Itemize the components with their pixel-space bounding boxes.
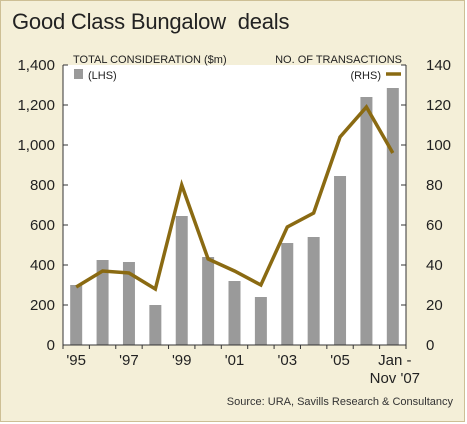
left-tick-label: 800	[30, 177, 55, 194]
bar-2004	[307, 237, 320, 345]
right-tick-label: 20	[426, 297, 443, 314]
legend-right-sub: (RHS)	[350, 70, 381, 82]
left-tick-label: 400	[30, 257, 55, 274]
right-tick-label: 140	[426, 57, 451, 74]
bar-2005	[334, 176, 347, 345]
left-axis: 0 200 400 600 800 1,000 1,200 1,400	[17, 57, 68, 354]
bar-1998	[149, 305, 162, 345]
bar-1996	[96, 260, 109, 345]
right-tick-label: 60	[426, 217, 443, 234]
transactions-line	[75, 104, 395, 292]
x-tick-label: Jan -Nov '07	[370, 352, 420, 387]
bar-2000	[202, 257, 215, 345]
legend-left-sub: (LHS)	[88, 70, 117, 82]
left-tick-label: 1,400	[17, 57, 55, 74]
bar-Jan - Nov 2007	[386, 88, 399, 345]
source-note: Source: URA, Savills Research & Consulta…	[226, 396, 453, 408]
legend-bar-swatch	[74, 69, 83, 79]
bar-2002	[254, 297, 267, 345]
right-tick-label: 80	[426, 177, 443, 194]
left-tick-label: 1,200	[17, 97, 55, 114]
x-tick-label: '97	[119, 352, 139, 369]
x-tick-label: '01	[225, 352, 245, 369]
x-tick-label: '95	[66, 352, 86, 369]
bar-1995	[70, 285, 83, 345]
legend: TOTAL CONSIDERATION ($m) (LHS) NO. OF TR…	[73, 54, 402, 82]
chart-title: Good Class Bungalow deals	[12, 9, 290, 34]
legend-right-label: NO. OF TRANSACTIONS	[275, 54, 402, 66]
bar-2001	[228, 281, 241, 345]
bar-group	[70, 88, 399, 345]
right-tick-label: 120	[426, 97, 451, 114]
x-tick-label: '03	[277, 352, 297, 369]
bar-2003	[281, 243, 294, 345]
left-tick-label: 1,000	[17, 137, 55, 154]
right-tick-label: 40	[426, 257, 443, 274]
right-tick-label: 100	[426, 137, 451, 154]
x-tick-label: '05	[330, 352, 350, 369]
left-tick-label: 600	[30, 217, 55, 234]
right-tick-label: 0	[426, 337, 434, 354]
x-tick-label: '99	[172, 352, 192, 369]
x-axis: '95 '97 '99 '01 '03 '05 Jan -Nov '07	[62, 345, 420, 387]
left-tick-label: 200	[30, 297, 55, 314]
bar-2006	[360, 97, 373, 345]
right-axis: 0 20 40 60 80 100 120 140	[401, 57, 451, 354]
left-tick-label: 0	[47, 337, 55, 354]
bar-1997	[122, 262, 135, 345]
legend-left-label: TOTAL CONSIDERATION ($m)	[73, 54, 227, 66]
bar-1999	[175, 216, 188, 345]
